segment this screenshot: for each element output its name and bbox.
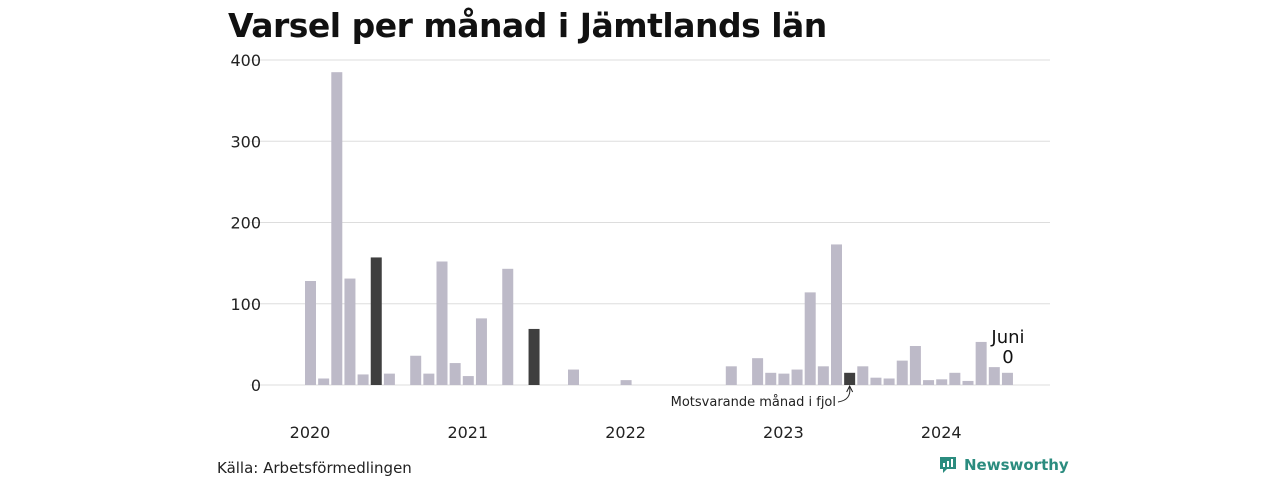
bar-2022-12 [765,372,777,385]
bar-2021-06 [528,328,540,385]
brand-logo[interactable]: Newsworthy [938,455,1069,475]
y-tick-label: 300 [230,132,261,151]
newsworthy-logo-icon [940,457,956,473]
bar-2023-11 [909,346,921,385]
x-axis-ticks: 2020 2021 2022 2023 2024 [290,423,962,442]
bar-2020-10 [423,373,435,385]
x-tick-label: 2020 [290,423,331,442]
bar-2024-02 [949,372,961,385]
bar-2024-01 [936,379,948,385]
bar-2021-09 [568,369,579,385]
source-note: Källa: Arbetsförmedlingen [217,459,412,477]
bar-2020-03 [331,72,343,385]
bar-2024-04 [975,341,987,385]
x-tick-label: 2024 [921,423,962,442]
chart-title: Varsel per månad i Jämtlands län [228,6,827,45]
bar-2023-10 [896,360,908,385]
bar-2020-05 [357,374,369,385]
bar-2022-09 [725,366,737,385]
bar-2020-12 [449,363,461,385]
annotation-current-month: Juni [990,327,1024,348]
bar-2020-01 [305,281,316,385]
bar-2024-03 [962,380,974,385]
bar-2024-06 [1001,372,1013,385]
x-tick-label: 2022 [605,423,646,442]
bar-2023-07 [857,366,869,385]
bar-2023-04 [817,366,829,385]
y-tick-label: 400 [230,51,261,70]
bar-2020-09 [410,355,422,385]
bar-2020-11 [436,261,448,385]
bar-2024-05 [988,367,1000,385]
y-tick-label: 0 [251,376,261,395]
annotation-previous-year-label: Motsvarande månad i fjol [671,395,836,410]
annotation-arrow [837,386,851,403]
bar-2023-01 [778,373,790,385]
bar-2022-01 [620,380,632,385]
bar-2023-02 [791,369,803,385]
annotation-arrowhead [846,384,854,393]
annotation-current-value: 0 [1002,347,1013,368]
x-tick-label: 2021 [447,423,488,442]
bar-2023-03 [804,292,816,385]
bar-2022-11 [752,358,764,385]
bars [305,72,1013,385]
bar-2023-12 [923,380,935,385]
bar-2023-05 [831,244,842,385]
bar-2020-07 [383,373,395,385]
y-tick-label: 100 [230,295,261,314]
y-tick-label: 200 [230,214,261,233]
bar-2023-06 [844,372,856,385]
bar-2020-04 [344,278,356,385]
bar-2021-01 [462,376,474,385]
bar-2021-04 [502,268,514,385]
y-axis-ticks: 0 100 200 300 400 [230,51,261,395]
bar-2020-06 [370,257,382,385]
x-tick-label: 2023 [763,423,804,442]
bar-2021-02 [475,318,487,385]
bar-2020-02 [318,378,330,385]
brand-name: Newsworthy [964,456,1069,474]
bar-2023-08 [870,377,882,385]
bar-2023-09 [883,378,895,385]
gridlines [250,59,1050,386]
